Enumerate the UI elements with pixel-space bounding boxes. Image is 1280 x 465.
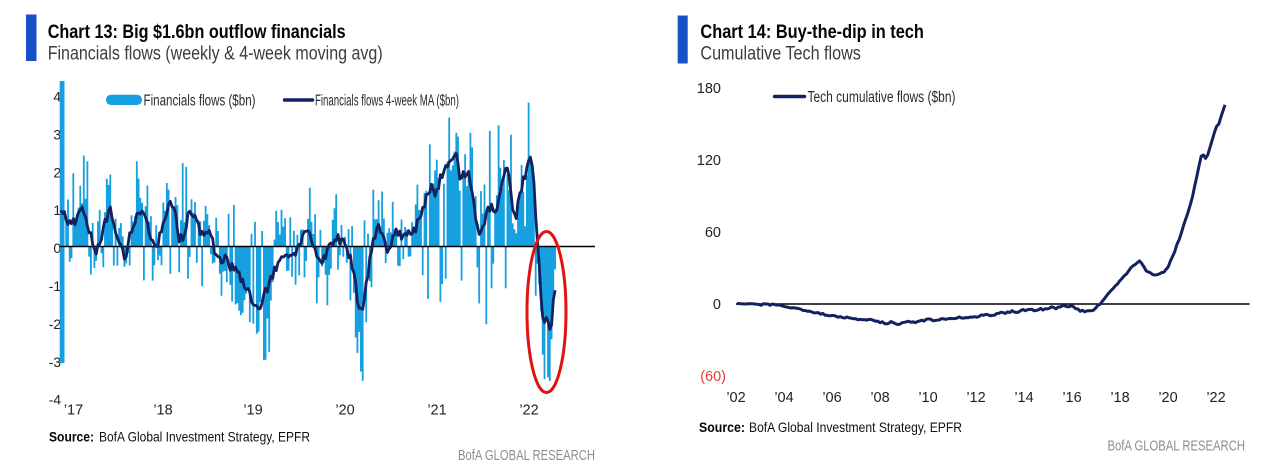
svg-text:’20: ’20 [335,403,354,419]
svg-text:Source:: Source: [699,420,745,435]
svg-text:2: 2 [53,165,61,180]
svg-text:-2: -2 [49,317,61,332]
svg-text:0: 0 [713,297,721,313]
svg-text:’22: ’22 [519,403,538,419]
svg-text:’10: ’10 [918,390,937,406]
svg-text:120: 120 [697,153,721,169]
svg-text:Tech cumulative flows ($bn): Tech cumulative flows ($bn) [808,89,956,106]
svg-text:’20: ’20 [1158,390,1177,406]
svg-text:’14: ’14 [1014,390,1033,406]
svg-text:’06: ’06 [822,390,841,406]
svg-text:(60): (60) [700,369,726,385]
svg-text:’22: ’22 [1206,390,1225,406]
svg-text:Chart 14: Buy-the-dip in tech: Chart 14: Buy-the-dip in tech [700,22,924,43]
svg-text:’18: ’18 [153,403,172,419]
svg-text:60: 60 [705,225,721,241]
svg-text:Financials flows (weekly & 4-w: Financials flows (weekly & 4-week moving… [48,43,383,64]
svg-text:1: 1 [53,203,61,218]
svg-text:4: 4 [53,90,61,105]
svg-text:BofA GLOBAL RESEARCH: BofA GLOBAL RESEARCH [458,448,595,464]
svg-text:’16: ’16 [1062,390,1081,406]
svg-text:-1: -1 [49,279,61,294]
svg-text:3: 3 [53,127,61,142]
svg-text:0: 0 [53,241,61,256]
svg-text:Cumulative Tech flows: Cumulative Tech flows [700,43,861,64]
svg-text:BofA Global Investment Strateg: BofA Global Investment Strategy, EPFR [99,430,310,445]
svg-text:BofA Global Investment Strateg: BofA Global Investment Strategy, EPFR [749,420,962,435]
svg-text:’18: ’18 [1110,390,1129,406]
svg-text:-4: -4 [49,393,62,408]
svg-text:180: 180 [697,81,721,97]
svg-text:’02: ’02 [726,390,745,406]
svg-text:-3: -3 [49,355,62,370]
svg-text:’08: ’08 [870,390,889,406]
svg-text:Source:: Source: [49,430,94,445]
svg-text:Chart 13: Big $1.6bn outflow f: Chart 13: Big $1.6bn outflow financials [48,22,346,43]
svg-text:’04: ’04 [774,390,793,406]
svg-text:Financials flows ($bn): Financials flows ($bn) [144,93,256,110]
svg-text:’12: ’12 [966,390,985,406]
svg-text:’21: ’21 [427,403,446,419]
svg-text:Financials flows 4-week MA ($b: Financials flows 4-week MA ($bn) [315,93,459,110]
svg-text:BofA GLOBAL RESEARCH: BofA GLOBAL RESEARCH [1108,439,1246,455]
svg-text:’17: ’17 [64,403,83,419]
svg-text:’19: ’19 [243,403,262,419]
